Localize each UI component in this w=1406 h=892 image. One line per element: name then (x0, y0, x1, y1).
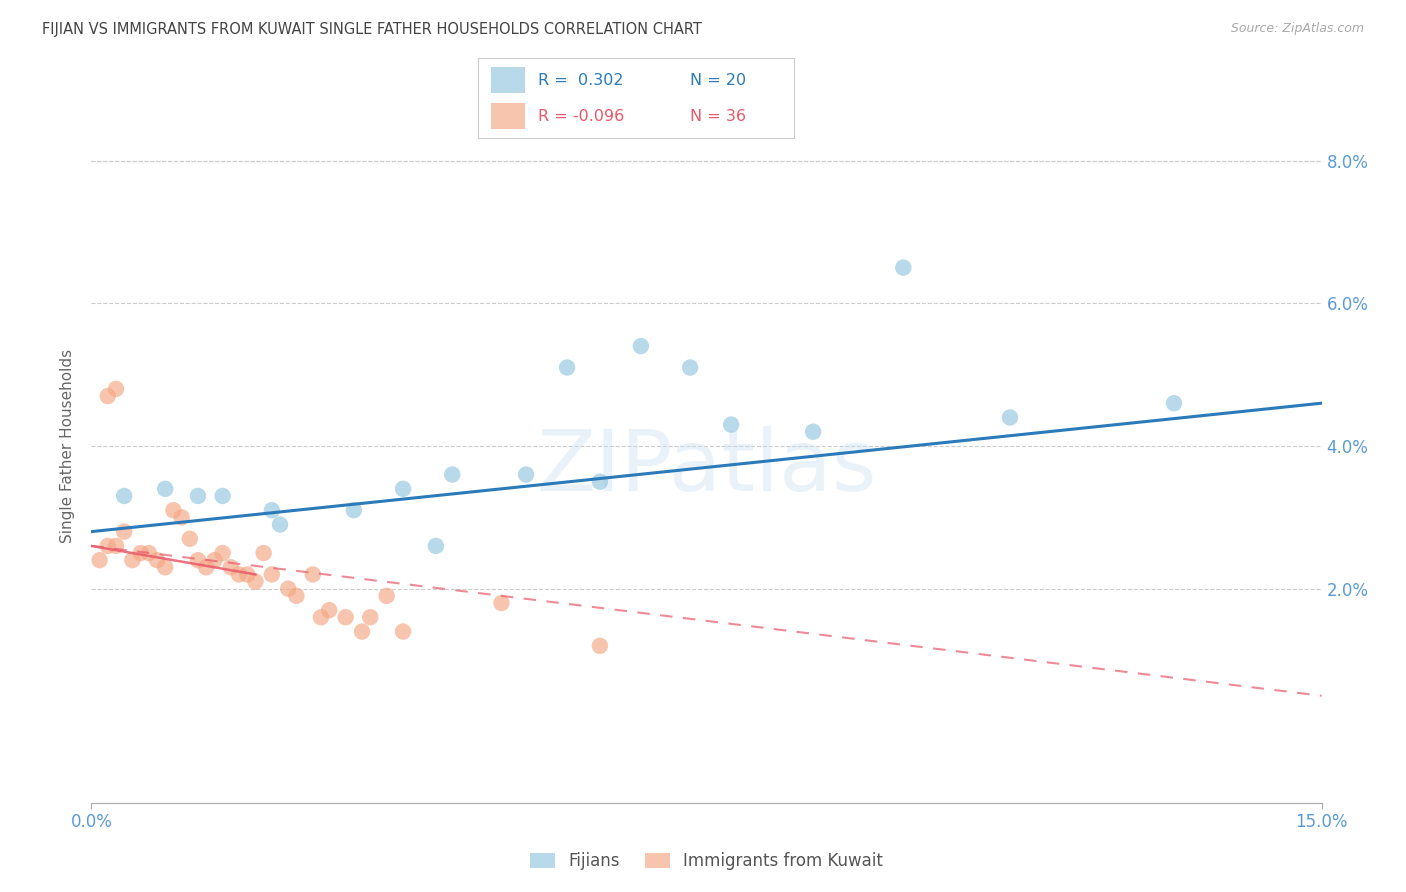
Point (269, 517, 291, 532)
Point (245, 574, 267, 589)
Point (97, 389, 120, 403)
Text: N = 36: N = 36 (690, 109, 747, 124)
Text: Source: ZipAtlas.com: Source: ZipAtlas.com (1230, 22, 1364, 36)
Point (211, 546, 233, 560)
Point (515, 467, 537, 482)
Point (555, 360, 578, 375)
Point (589, 639, 612, 653)
Point (105, 539, 127, 553)
Point (285, 589, 308, 603)
Text: N = 20: N = 20 (690, 72, 747, 87)
FancyBboxPatch shape (491, 103, 526, 129)
Point (153, 560, 177, 574)
Text: R =  0.302: R = 0.302 (538, 72, 624, 87)
Point (202, 553, 225, 567)
Point (219, 560, 242, 574)
Point (162, 503, 184, 517)
Text: R = -0.096: R = -0.096 (538, 109, 624, 124)
Point (998, 410, 1021, 425)
Point (89, 553, 111, 567)
Point (335, 610, 357, 624)
Point (352, 624, 374, 639)
Text: FIJIAN VS IMMIGRANTS FROM KUWAIT SINGLE FATHER HOUSEHOLDS CORRELATION CHART: FIJIAN VS IMMIGRANTS FROM KUWAIT SINGLE … (42, 22, 702, 37)
Point (187, 489, 209, 503)
Point (195, 560, 218, 574)
Point (318, 603, 340, 617)
Point (277, 582, 299, 596)
Point (129, 546, 152, 560)
Point (97, 539, 120, 553)
Point (392, 482, 415, 496)
Point (105, 382, 127, 396)
Point (260, 503, 283, 517)
Point (138, 546, 160, 560)
Point (253, 546, 276, 560)
Point (589, 475, 612, 489)
Point (392, 624, 415, 639)
Point (112, 489, 135, 503)
Y-axis label: Single Father Households: Single Father Households (60, 349, 76, 543)
Point (301, 567, 323, 582)
Point (211, 489, 233, 503)
Point (441, 467, 464, 482)
Point (491, 596, 513, 610)
Point (425, 539, 447, 553)
Point (630, 339, 652, 353)
Point (720, 417, 742, 432)
Point (260, 567, 283, 582)
Point (179, 532, 201, 546)
Point (153, 482, 177, 496)
Legend: Fijians, Immigrants from Kuwait: Fijians, Immigrants from Kuwait (523, 846, 890, 877)
Point (236, 567, 259, 582)
Text: ZIPatlas: ZIPatlas (536, 425, 877, 509)
Point (343, 503, 366, 517)
Point (679, 360, 702, 375)
Point (146, 553, 169, 567)
Point (359, 610, 381, 624)
Point (801, 425, 824, 439)
Point (112, 524, 135, 539)
Point (375, 589, 398, 603)
Point (228, 567, 250, 582)
Point (309, 610, 332, 624)
Point (893, 260, 915, 275)
Point (187, 553, 209, 567)
Point (1163, 396, 1185, 410)
Point (121, 553, 143, 567)
Point (170, 510, 193, 524)
FancyBboxPatch shape (491, 67, 526, 94)
